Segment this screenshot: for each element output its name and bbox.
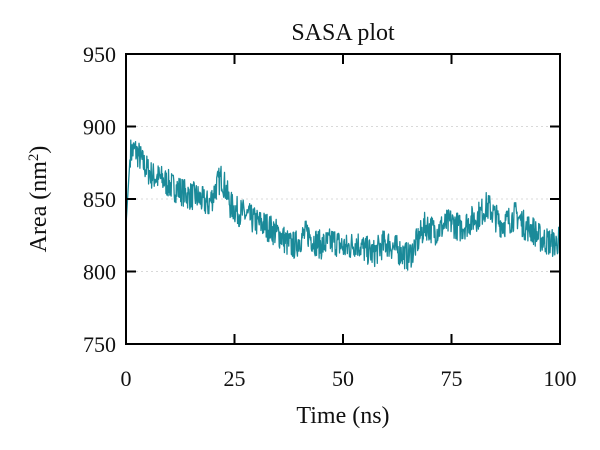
x-tick-label: 50 bbox=[332, 366, 354, 391]
x-tick-label: 0 bbox=[121, 366, 132, 391]
y-tick-label: 950 bbox=[83, 42, 116, 67]
y-axis-label-close: ) bbox=[26, 146, 52, 154]
axis-ticks bbox=[125, 53, 561, 345]
series-layer bbox=[125, 139, 561, 271]
y-tick-labels: 750 800 850 900 950 bbox=[83, 42, 116, 357]
y-tick-label: 750 bbox=[83, 332, 116, 357]
y-axis-label-superscript: 2 bbox=[26, 154, 42, 162]
y-axis-label: Area (nm2) bbox=[26, 146, 52, 253]
x-tick-label: 100 bbox=[544, 366, 577, 391]
x-axis-label: Time (ns) bbox=[296, 403, 389, 429]
sasa-series-line bbox=[125, 139, 561, 271]
x-tick-labels: 0 25 50 75 100 bbox=[121, 366, 577, 391]
grid-lines bbox=[126, 126, 560, 272]
y-tick-label: 900 bbox=[83, 115, 116, 140]
y-tick-label: 800 bbox=[83, 260, 116, 285]
y-axis-label-base: Area (nm bbox=[26, 161, 52, 253]
x-tick-label: 75 bbox=[441, 366, 463, 391]
chart-title: SASA plot bbox=[291, 20, 395, 46]
x-tick-label: 25 bbox=[224, 366, 246, 391]
y-tick-label: 850 bbox=[83, 187, 116, 212]
